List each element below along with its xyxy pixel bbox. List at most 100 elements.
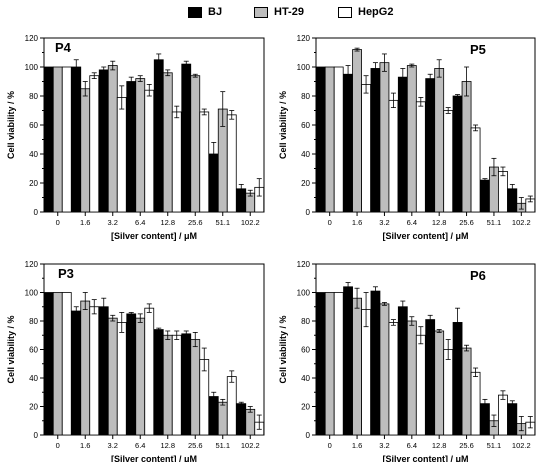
x-axis-label: [Silver content] / μM (111, 454, 197, 462)
bar-hepg2-6_4 (415, 334, 426, 436)
bar-hepg2-1_6 (89, 75, 100, 213)
y-tick-label: 60 (29, 346, 38, 355)
bar-bj-12_8 (425, 319, 436, 436)
y-tick-label: 100 (25, 289, 39, 298)
y-tick-label: 80 (29, 317, 38, 326)
bar-bj-6_4 (126, 313, 137, 436)
bar-bj-102_2 (236, 403, 247, 436)
panel-title: P5 (470, 42, 486, 57)
bar-bj-0 (315, 292, 326, 436)
x-tick-label: 6.4 (135, 441, 145, 450)
legend-item-ht29: HT-29 (254, 4, 304, 20)
x-tick-label: 12.8 (160, 218, 175, 227)
bar-hepg2-1_6 (89, 306, 100, 436)
legend-swatch-hepg2 (338, 6, 352, 18)
y-tick-label: 120 (297, 260, 311, 269)
bar-ht29-25_6 (461, 81, 472, 213)
bar-hepg2-6_4 (415, 101, 426, 213)
y-tick-label: 20 (29, 179, 38, 188)
x-tick-label: 6.4 (407, 218, 417, 227)
y-tick-label: 60 (301, 121, 310, 130)
bar-ht29-1_6 (80, 88, 91, 213)
bar-hepg2-51_1 (226, 376, 237, 436)
y-tick-label: 0 (34, 208, 39, 217)
x-tick-label: 3.2 (108, 218, 118, 227)
bar-ht29-0 (324, 66, 335, 213)
bar-bj-6_4 (397, 76, 408, 213)
panel-title: P4 (55, 40, 72, 55)
x-tick-label: 6.4 (407, 441, 417, 450)
x-tick-label: 12.8 (432, 218, 447, 227)
bar-bj-3_2 (370, 290, 381, 436)
chart-panel-p5: 0 20 40 60 80 100 120 0 1.6 3.2 6.4 12.8 25.6 51.1 102… (278, 34, 536, 241)
bar-bj-3_2 (98, 306, 109, 436)
x-tick-label: 3.2 (108, 441, 118, 450)
bar-ht29-6_4 (135, 317, 146, 436)
y-axis-label: Cell viability / % (6, 91, 16, 159)
x-tick-label: 25.6 (188, 441, 203, 450)
x-tick-label: 0 (328, 441, 332, 450)
y-tick-label: 80 (301, 317, 310, 326)
bar-ht29-102_2 (245, 408, 256, 436)
bar-bj-51_1 (208, 396, 219, 436)
bar-ht29-6_4 (406, 65, 417, 213)
x-axis-label: [Silver content] / μM (382, 454, 468, 462)
bar-hepg2-1_6 (361, 84, 371, 213)
y-tick-label: 40 (301, 150, 310, 159)
legend-swatch-bj (188, 6, 202, 18)
x-tick-label: 1.6 (80, 218, 90, 227)
bar-ht29-1_6 (352, 49, 362, 213)
bar-ht29-6_4 (135, 78, 146, 213)
bar-bj-0 (43, 292, 54, 436)
bar-bj-12_8 (153, 329, 164, 436)
bar-bj-25_6 (452, 322, 463, 436)
x-tick-label: 51.1 (215, 218, 230, 227)
legend-swatch-ht29 (254, 6, 268, 18)
x-tick-label: 12.8 (432, 441, 447, 450)
legend-item-bj: BJ (188, 4, 222, 20)
x-tick-label: 1.6 (80, 441, 90, 450)
y-axis-label: Cell viability / % (278, 315, 288, 383)
bar-ht29-25_6 (190, 339, 201, 436)
x-tick-label: 0 (56, 218, 60, 227)
bar-hepg2-12_8 (443, 349, 454, 436)
x-tick-label: 0 (56, 441, 60, 450)
x-tick-label: 3.2 (379, 441, 389, 450)
x-tick-label: 1.6 (352, 441, 362, 450)
y-tick-label: 120 (25, 34, 39, 43)
bar-hepg2-12_8 (171, 111, 182, 213)
y-tick-label: 40 (29, 374, 38, 383)
bar-bj-3_2 (98, 69, 109, 213)
bar-ht29-25_6 (190, 75, 201, 213)
bar-hepg2-51_1 (498, 394, 508, 436)
chart-panel-p4: 0 20 40 60 80 100 120 0 1.6 3.2 6.4 12.8 25.6 51.1 102… (6, 34, 265, 241)
panel-title: P6 (470, 268, 486, 283)
y-tick-label: 0 (34, 431, 39, 440)
legend-label-bj: BJ (208, 6, 223, 18)
bar-bj-25_6 (181, 63, 192, 213)
y-tick-label: 20 (301, 179, 310, 188)
bar-hepg2-3_2 (388, 322, 399, 436)
y-tick-label: 60 (301, 346, 310, 355)
legend-label-ht29: HT-29 (274, 6, 304, 18)
legend-item-hepg2: HepG2 (338, 4, 393, 20)
x-tick-label: 102.2 (512, 218, 531, 227)
x-tick-label: 25.6 (459, 218, 474, 227)
bar-bj-1_6 (343, 73, 353, 213)
bar-ht29-51_1 (217, 401, 228, 436)
bar-hepg2-0 (61, 66, 72, 213)
bar-bj-1_6 (343, 286, 353, 436)
y-axis-label: Cell viability / % (278, 91, 288, 159)
x-tick-label: 51.1 (487, 441, 502, 450)
bar-ht29-12_8 (162, 334, 173, 436)
bar-ht29-12_8 (434, 330, 445, 436)
bar-bj-0 (43, 66, 54, 213)
y-tick-label: 100 (25, 63, 39, 72)
bar-ht29-0 (52, 66, 63, 213)
bar-hepg2-6_4 (144, 307, 155, 436)
y-tick-label: 0 (306, 431, 311, 440)
x-tick-label: 0 (328, 218, 332, 227)
x-tick-label: 102.2 (512, 441, 531, 450)
bar-hepg2-3_2 (116, 322, 127, 436)
bar-ht29-3_2 (107, 65, 118, 213)
